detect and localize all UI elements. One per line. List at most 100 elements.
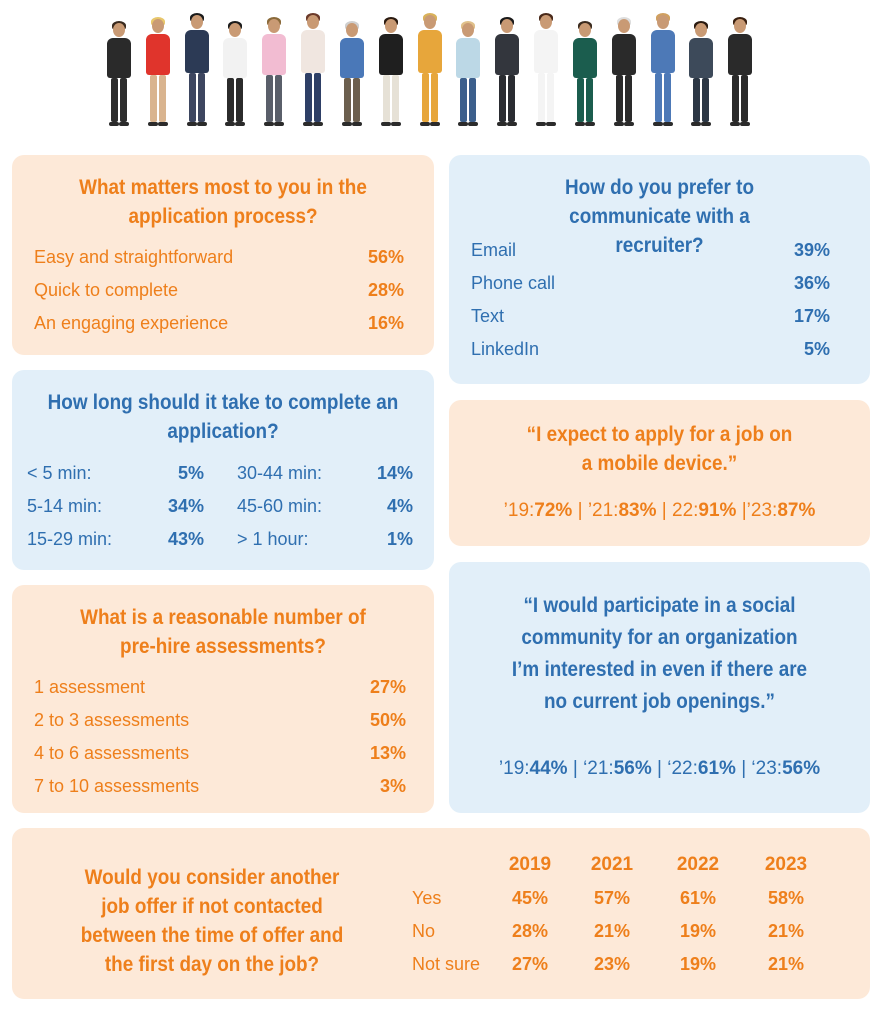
year-label: ’23: bbox=[746, 500, 778, 521]
list-item-label: 5-14 min: bbox=[27, 496, 103, 516]
year-label: 22: bbox=[672, 500, 699, 521]
list-item-value: 16% bbox=[367, 313, 404, 333]
table-cell: 58% bbox=[767, 888, 805, 908]
year-label: ’19: bbox=[503, 500, 535, 521]
person-figure bbox=[727, 17, 753, 126]
list-item-label: Phone call bbox=[471, 273, 556, 293]
list-item-value: 28% bbox=[367, 280, 404, 300]
year-value: 87% bbox=[777, 500, 816, 521]
table-cell: 45% bbox=[511, 888, 549, 908]
table-cell: 19% bbox=[679, 921, 717, 941]
list-item-value: 14% bbox=[376, 463, 413, 483]
table-cell: 19% bbox=[679, 954, 717, 974]
person-figure bbox=[417, 13, 443, 126]
application-process-question: What matters most to you in the applicat… bbox=[79, 176, 367, 228]
column-header: 2022 bbox=[676, 854, 720, 875]
person-figure bbox=[650, 13, 676, 126]
year-separator: | bbox=[736, 500, 747, 521]
mobile-card: “I expect to apply for a job on a mobile… bbox=[449, 400, 870, 546]
year-separator: | bbox=[651, 758, 668, 779]
table-cell: 57% bbox=[593, 888, 631, 908]
list-item-label: Quick to complete bbox=[34, 280, 179, 300]
community-year-stats: ’19:44% | ‘21:56% | ‘22:61% | ‘23:56% bbox=[449, 758, 870, 780]
year-label: ‘23: bbox=[751, 758, 783, 779]
list-item-value: 39% bbox=[793, 240, 830, 260]
list-item-label: 30-44 min: bbox=[237, 463, 323, 483]
person-figure bbox=[494, 17, 520, 126]
table-row-label: Not sure bbox=[412, 954, 481, 974]
list-item-label: 7 to 10 assessments bbox=[34, 776, 200, 796]
list-item-label: 2 to 3 assessments bbox=[34, 710, 190, 730]
table-cell: 27% bbox=[511, 954, 549, 974]
year-separator: | bbox=[567, 758, 584, 779]
person-figure bbox=[222, 21, 248, 126]
year-label: ‘22: bbox=[667, 758, 698, 779]
list-item-value: 50% bbox=[369, 710, 406, 730]
list-item-value: 5% bbox=[177, 463, 204, 483]
table-cell: 21% bbox=[593, 921, 631, 941]
column-header: 2023 bbox=[764, 854, 808, 875]
year-separator: | bbox=[656, 500, 672, 521]
duration-question: How long should it take to complete an a… bbox=[47, 391, 399, 443]
person-figure bbox=[611, 17, 637, 126]
recruiter-card: How do you prefer to communicate with a … bbox=[449, 155, 870, 384]
mobile-quote: “I expect to apply for a job on a mobile… bbox=[526, 423, 793, 475]
year-value: 56% bbox=[782, 758, 821, 779]
list-item-value: 5% bbox=[803, 339, 830, 359]
year-value: 91% bbox=[698, 500, 737, 521]
list-item-label: 1 assessment bbox=[34, 677, 146, 697]
table-cell: 21% bbox=[767, 954, 805, 974]
list-item-label: 45-60 min: bbox=[237, 496, 323, 516]
person-figure bbox=[339, 21, 365, 126]
table-cell: 28% bbox=[511, 921, 549, 941]
community-quote: “I would participate in a social communi… bbox=[511, 594, 808, 713]
list-item-label: Easy and straightforward bbox=[34, 247, 234, 267]
list-item-value: 17% bbox=[793, 306, 830, 326]
year-label: ’21: bbox=[587, 500, 619, 521]
person-figure bbox=[455, 21, 481, 126]
year-label: ‘21: bbox=[583, 758, 614, 779]
recruiter-question: How do you prefer to communicate with a … bbox=[565, 176, 754, 257]
person-figure bbox=[261, 17, 287, 126]
table-cell: 21% bbox=[767, 921, 805, 941]
list-item-label: Email bbox=[471, 240, 517, 260]
table-cell: 61% bbox=[679, 888, 717, 908]
list-item-label: Text bbox=[471, 306, 505, 326]
assessments-question: What is a reasonable number of pre-hire … bbox=[80, 606, 366, 658]
year-value: 83% bbox=[618, 500, 657, 521]
offer-card: Would you consider another job offer if … bbox=[12, 828, 870, 999]
person-figure bbox=[106, 21, 132, 126]
list-item-label: LinkedIn bbox=[471, 339, 540, 359]
year-value: 72% bbox=[534, 500, 573, 521]
column-header: 2021 bbox=[590, 854, 634, 875]
list-item-label: 4 to 6 assessments bbox=[34, 743, 190, 763]
person-figure bbox=[300, 13, 326, 126]
year-separator: | bbox=[735, 758, 752, 779]
person-figure bbox=[145, 17, 171, 126]
person-figure bbox=[688, 21, 714, 126]
person-figure bbox=[572, 21, 598, 126]
list-item-value: 1% bbox=[386, 529, 413, 549]
mobile-year-stats: ’19:72% | ’21:83% | 22:91% |’23:87% bbox=[449, 500, 870, 522]
person-figure bbox=[184, 13, 210, 126]
table-row-label: No bbox=[412, 921, 436, 941]
column-header: 2019 bbox=[508, 854, 552, 875]
list-item-value: 3% bbox=[379, 776, 406, 796]
person-figure bbox=[378, 17, 404, 126]
community-card: “I would participate in a social communi… bbox=[449, 562, 870, 813]
table-cell: 23% bbox=[593, 954, 631, 974]
assessments-card: What is a reasonable number of pre-hire … bbox=[12, 585, 434, 813]
list-item-value: 43% bbox=[167, 529, 204, 549]
list-item-value: 56% bbox=[367, 247, 404, 267]
list-item-value: 36% bbox=[793, 273, 830, 293]
year-value: 44% bbox=[529, 758, 568, 779]
list-item-label: An engaging experience bbox=[34, 313, 229, 333]
year-label: ’19: bbox=[498, 758, 530, 779]
application-process-card: What matters most to you in the applicat… bbox=[12, 155, 434, 355]
duration-card: How long should it take to complete an a… bbox=[12, 370, 434, 570]
year-value: 61% bbox=[697, 758, 736, 779]
list-item-label: > 1 hour: bbox=[237, 529, 309, 549]
table-row-label: Yes bbox=[412, 888, 442, 908]
year-separator: | bbox=[572, 500, 588, 521]
offer-question: Would you consider another job offer if … bbox=[80, 866, 344, 976]
